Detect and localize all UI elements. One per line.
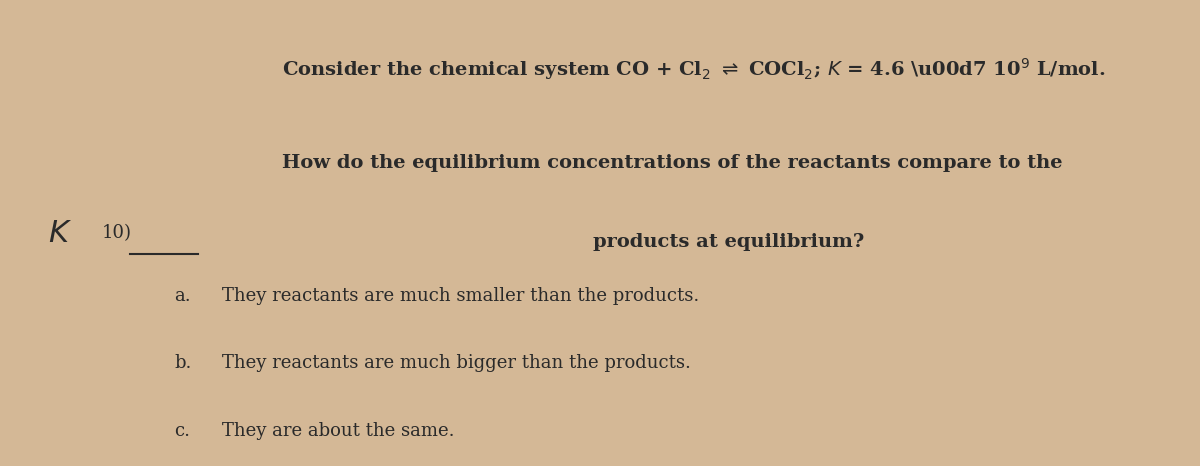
Text: Consider the chemical system CO + Cl$_2$ $\rightleftharpoons$ COCl$_2$; $K$ = 4.: Consider the chemical system CO + Cl$_2$… xyxy=(282,56,1105,82)
Text: $\mathit{K}$: $\mathit{K}$ xyxy=(48,218,72,248)
Text: b.: b. xyxy=(174,354,191,372)
Text: They reactants are much bigger than the products.: They reactants are much bigger than the … xyxy=(222,354,691,372)
Text: products at equilibrium?: products at equilibrium? xyxy=(593,233,865,251)
Text: c.: c. xyxy=(174,422,190,440)
Text: a.: a. xyxy=(174,287,191,305)
Text: They are about the same.: They are about the same. xyxy=(222,422,455,440)
Text: How do the equilibrium concentrations of the reactants compare to the: How do the equilibrium concentrations of… xyxy=(282,154,1062,172)
Text: 10): 10) xyxy=(102,224,132,242)
Text: They reactants are much smaller than the products.: They reactants are much smaller than the… xyxy=(222,287,700,305)
